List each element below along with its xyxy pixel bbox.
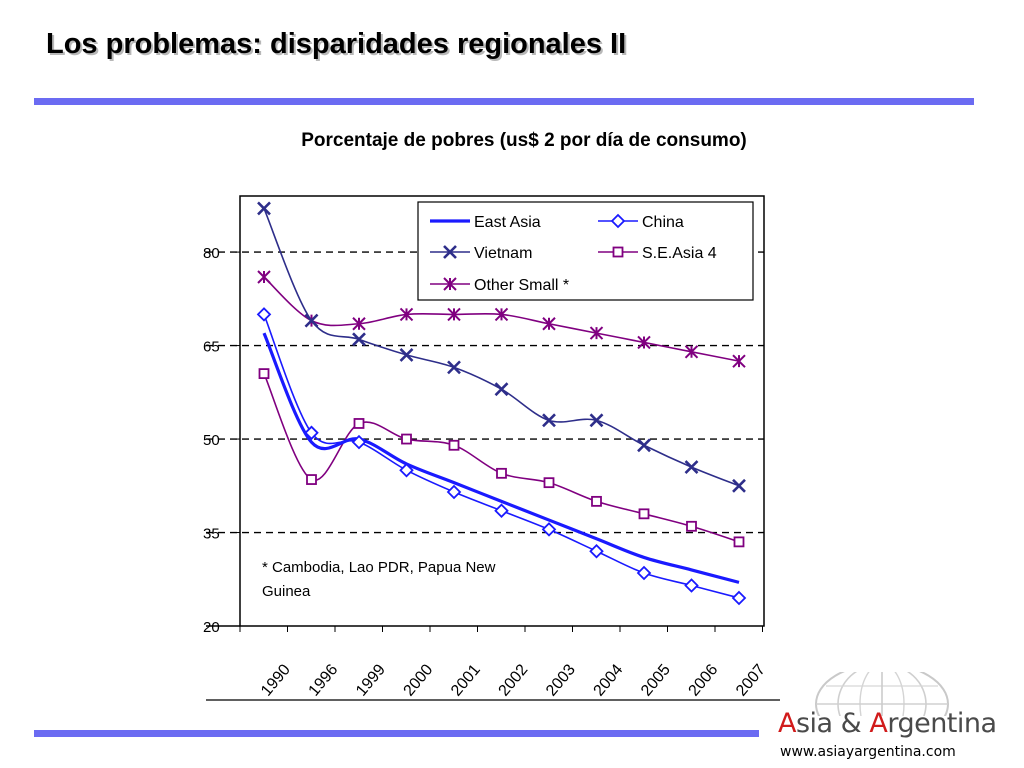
data-point	[589, 543, 604, 559]
x-tick-label: 1999	[353, 661, 389, 699]
series-line-east-asia	[262, 332, 740, 584]
data-point	[543, 477, 555, 489]
x-tick-label: 1996	[306, 661, 342, 699]
legend-marker	[443, 277, 457, 291]
x-tick-label: 2002	[496, 661, 532, 699]
x-tick-label: 1990	[258, 661, 294, 699]
data-point	[496, 467, 507, 479]
logo-wordmark: Asia & Argentina	[778, 708, 997, 739]
x-tick-label: 2005	[638, 661, 674, 699]
data-point	[448, 439, 460, 451]
data-point	[684, 460, 699, 475]
data-point	[446, 484, 462, 500]
data-point	[258, 368, 270, 380]
data-point	[494, 382, 509, 397]
x-tick-label: 2004	[591, 661, 627, 699]
data-point	[636, 565, 652, 581]
data-point	[399, 462, 414, 478]
data-point	[306, 474, 317, 485]
x-tick-label: 2006	[686, 661, 722, 699]
data-point	[732, 478, 746, 493]
data-point	[731, 590, 747, 606]
legend-label: East Asia	[474, 214, 541, 231]
y-tick-label: 20	[203, 619, 220, 636]
x-tick-label: 2007	[733, 661, 769, 699]
data-point	[494, 503, 509, 518]
data-point	[351, 434, 367, 450]
x-tick-label: 2000	[401, 661, 437, 699]
data-point	[256, 307, 272, 322]
footer-divider	[34, 730, 759, 737]
data-point	[589, 326, 604, 340]
website-url: www.asiayargentina.com	[780, 744, 956, 760]
legend-label: Other Small *	[474, 277, 569, 294]
data-point	[399, 307, 414, 322]
series-line-s-e-asia-4	[263, 373, 740, 543]
data-point	[447, 360, 461, 375]
series-line-china	[263, 314, 740, 599]
x-tick-label: 2001	[448, 661, 484, 699]
slide-title: Los problemas: disparidades regionales I…	[46, 28, 627, 60]
data-point	[686, 520, 697, 532]
data-point	[399, 347, 414, 362]
chart-footnote: Guinea	[262, 583, 311, 600]
data-point	[684, 345, 699, 359]
chart-footnote: * Cambodia, Lao PDR, Papua New	[262, 559, 496, 576]
data-point	[637, 335, 651, 350]
data-point	[733, 536, 745, 548]
globe-icon	[815, 672, 949, 716]
legend-box	[417, 201, 754, 301]
data-point	[732, 354, 746, 368]
y-tick-label: 50	[203, 432, 220, 449]
y-tick-label: 35	[203, 526, 220, 543]
data-point	[304, 313, 319, 328]
data-point	[352, 332, 366, 347]
data-point	[684, 578, 699, 593]
data-point	[542, 317, 556, 331]
data-point	[494, 307, 509, 322]
series-line-vietnam	[263, 208, 740, 487]
legend-label: S.E.Asia 4	[642, 245, 717, 262]
chart-heading: Porcentaje de pobres (us$ 2 por día de c…	[301, 130, 747, 151]
legend-label: China	[642, 214, 684, 231]
data-point	[304, 425, 319, 441]
legend-label: Vietnam	[474, 245, 532, 262]
data-point	[541, 522, 557, 537]
legend-marker	[612, 246, 624, 258]
data-point	[401, 433, 412, 445]
data-point	[447, 307, 461, 322]
data-point	[257, 201, 271, 216]
data-point	[589, 413, 604, 428]
data-point	[542, 413, 556, 428]
data-point	[591, 495, 602, 507]
x-tick-label: 2003	[543, 661, 579, 699]
y-tick-label: 80	[203, 245, 220, 262]
asia-argentina-logo: Asia & Argentina	[776, 668, 997, 744]
data-point	[257, 270, 271, 284]
legend-marker	[610, 213, 626, 229]
data-point	[637, 438, 651, 453]
title-divider	[34, 98, 974, 105]
legend-marker	[443, 245, 457, 259]
y-tick-label: 65	[203, 339, 220, 356]
data-point	[352, 317, 366, 331]
data-point	[638, 508, 650, 520]
plot-frame	[239, 195, 765, 627]
data-point	[353, 418, 365, 429]
